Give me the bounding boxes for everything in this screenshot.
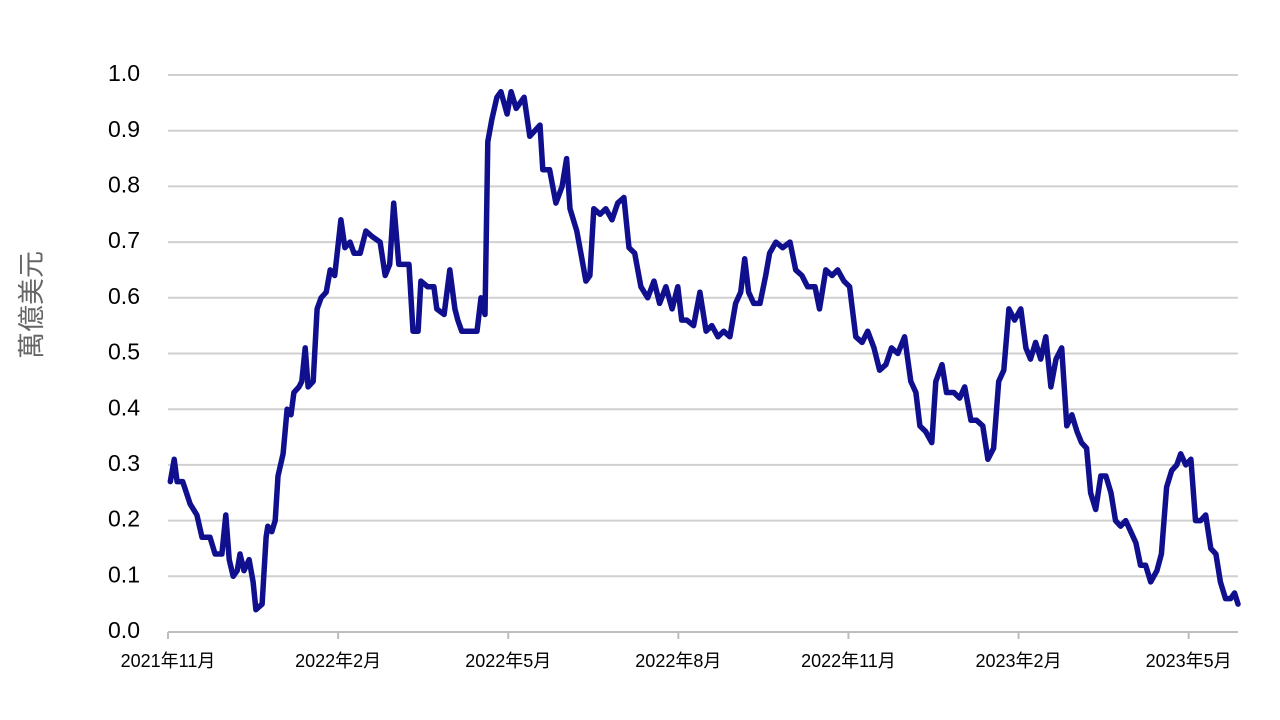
data-line	[167, 88, 1241, 613]
y-tick-label: 0.2	[108, 506, 140, 532]
x-tick-label: 2022年5月	[465, 651, 551, 671]
x-tick-label: 2021年11月	[121, 651, 216, 671]
y-axis-label: 萬億美元	[17, 251, 47, 359]
y-tick-label: 0.7	[108, 227, 140, 253]
y-tick-label: 1.0	[108, 60, 140, 86]
x-tick-label: 2023年5月	[1146, 651, 1232, 671]
x-tick-label: 2022年8月	[635, 651, 721, 671]
x-tick-label: 2022年11月	[801, 651, 896, 671]
y-tick-label: 0.5	[108, 339, 140, 365]
y-tick-label: 0.4	[108, 394, 140, 420]
y-tick-label: 0.3	[108, 450, 140, 476]
y-tick-label: 0.1	[108, 561, 140, 587]
x-tick-label: 2022年2月	[295, 651, 381, 671]
x-tick-label: 2023年2月	[976, 651, 1062, 671]
y-tick-label: 0.8	[108, 171, 140, 197]
y-tick-label: 0.0	[108, 617, 140, 643]
y-tick-label: 0.9	[108, 116, 140, 142]
y-tick-label: 0.6	[108, 283, 140, 309]
